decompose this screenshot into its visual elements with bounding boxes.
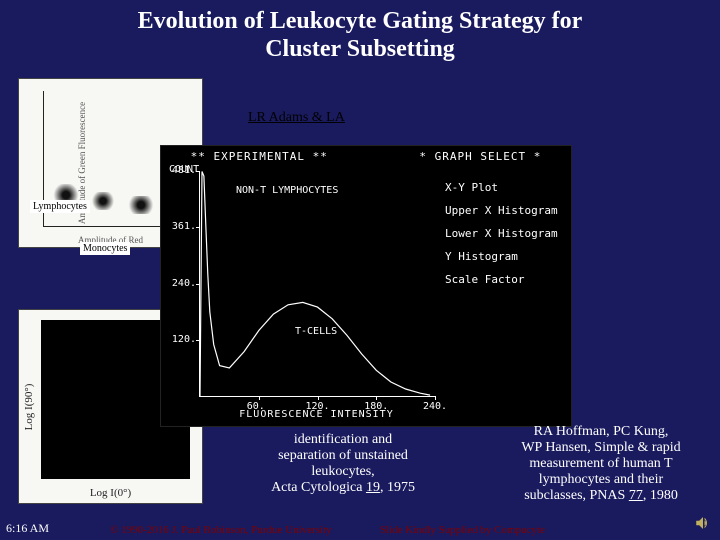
cit-mid-l4a: Acta Cytologica — [271, 480, 366, 495]
citation-acta: identification and separation of unstain… — [218, 432, 468, 496]
title-line1: Evolution of Leukocyte Gating Strategy f… — [138, 8, 583, 34]
histo-xtick-mark — [376, 396, 377, 400]
histo-ytick: 481. — [168, 165, 196, 176]
cit-r-l5a: subclasses, PNAS — [524, 488, 629, 503]
menu-item: Scale Factor — [445, 273, 565, 286]
cluster-dot — [126, 196, 156, 214]
menu-item: Upper X Histogram — [445, 204, 565, 217]
page-title: Evolution of Leukocyte Gating Strategy f… — [0, 0, 720, 67]
label-monocytes: Monocytes — [80, 242, 130, 255]
histo-ytick-mark — [196, 227, 200, 228]
histogram-slide: ** EXPERIMENTAL ** * GRAPH SELECT * COUN… — [160, 145, 572, 427]
cit-mid-l1: identification and — [294, 432, 392, 447]
cluster-dot — [90, 192, 116, 210]
copyright-text: © 1990-2016 J. Paul Robinson, Purdue Uni… — [110, 524, 332, 536]
cit-mid-vol: 19 — [366, 480, 380, 495]
histogram-header: ** EXPERIMENTAL ** * GRAPH SELECT * — [161, 146, 571, 165]
histo-xtick-mark — [259, 396, 260, 400]
clock-text: 6:16 AM — [6, 521, 49, 536]
histo-xtick-mark — [318, 396, 319, 400]
log-ylabel: Log I(90°) — [23, 383, 35, 430]
speaker-icon[interactable] — [694, 514, 712, 532]
histogram-xlabel: FLUORESCENCE INTENSITY — [199, 409, 434, 420]
supplied-text: Slide Kindly Supplied by Compucyte — [380, 524, 545, 536]
citation-pnas: RA Hoffman, PC Kung, WP Hansen, Simple &… — [486, 424, 716, 504]
histo-ytick: 361. — [168, 221, 196, 232]
cit-r-l5c: , 1980 — [643, 488, 678, 503]
annot-non-t: NON-T LYMPHOCYTES — [236, 185, 338, 196]
footer: 6:16 AM © 1990-2016 J. Paul Robinson, Pu… — [0, 520, 720, 538]
log-xlabel: Log I(0°) — [19, 487, 202, 499]
cit-mid-l4c: , 1975 — [380, 480, 415, 495]
histo-ytick: 120. — [168, 334, 196, 345]
cit-mid-l3: leukocytes, — [311, 464, 374, 479]
menu-item: Y Histogram — [445, 250, 565, 263]
histo-ytick-mark — [196, 171, 200, 172]
histo-ytick: 240. — [168, 278, 196, 289]
menu-item: Lower X Histogram — [445, 227, 565, 240]
label-lymphocytes: Lymphocytes — [30, 200, 90, 213]
cit-r-l1: RA Hoffman, PC Kung, — [534, 424, 669, 439]
cit-mid-l2: separation of unstained — [278, 448, 408, 463]
histo-ytick-mark — [196, 284, 200, 285]
histo-header-left: ** EXPERIMENTAL ** — [191, 150, 328, 163]
cit-r-l3: measurement of human T — [529, 456, 672, 471]
cit-r-vol: 77 — [629, 488, 643, 503]
histo-xtick-mark — [435, 396, 436, 400]
histogram-menu: X-Y Plot Upper X Histogram Lower X Histo… — [445, 171, 565, 296]
histogram-plot: NON-T LYMPHOCYTES T-CELLS 481.361.240.12… — [199, 171, 435, 397]
title-line2: Cluster Subsetting — [265, 36, 455, 62]
citation-adams: LR Adams & LA — [248, 110, 345, 126]
annot-t-cells: T-CELLS — [295, 326, 337, 337]
histo-header-right: * GRAPH SELECT * — [419, 150, 541, 163]
histo-ytick-mark — [196, 340, 200, 341]
histogram-curve — [200, 171, 435, 396]
menu-item: X-Y Plot — [445, 181, 565, 194]
cit-r-l2: WP Hansen, Simple & rapid — [521, 440, 680, 455]
cit-r-l4: lymphocytes and their — [539, 472, 663, 487]
